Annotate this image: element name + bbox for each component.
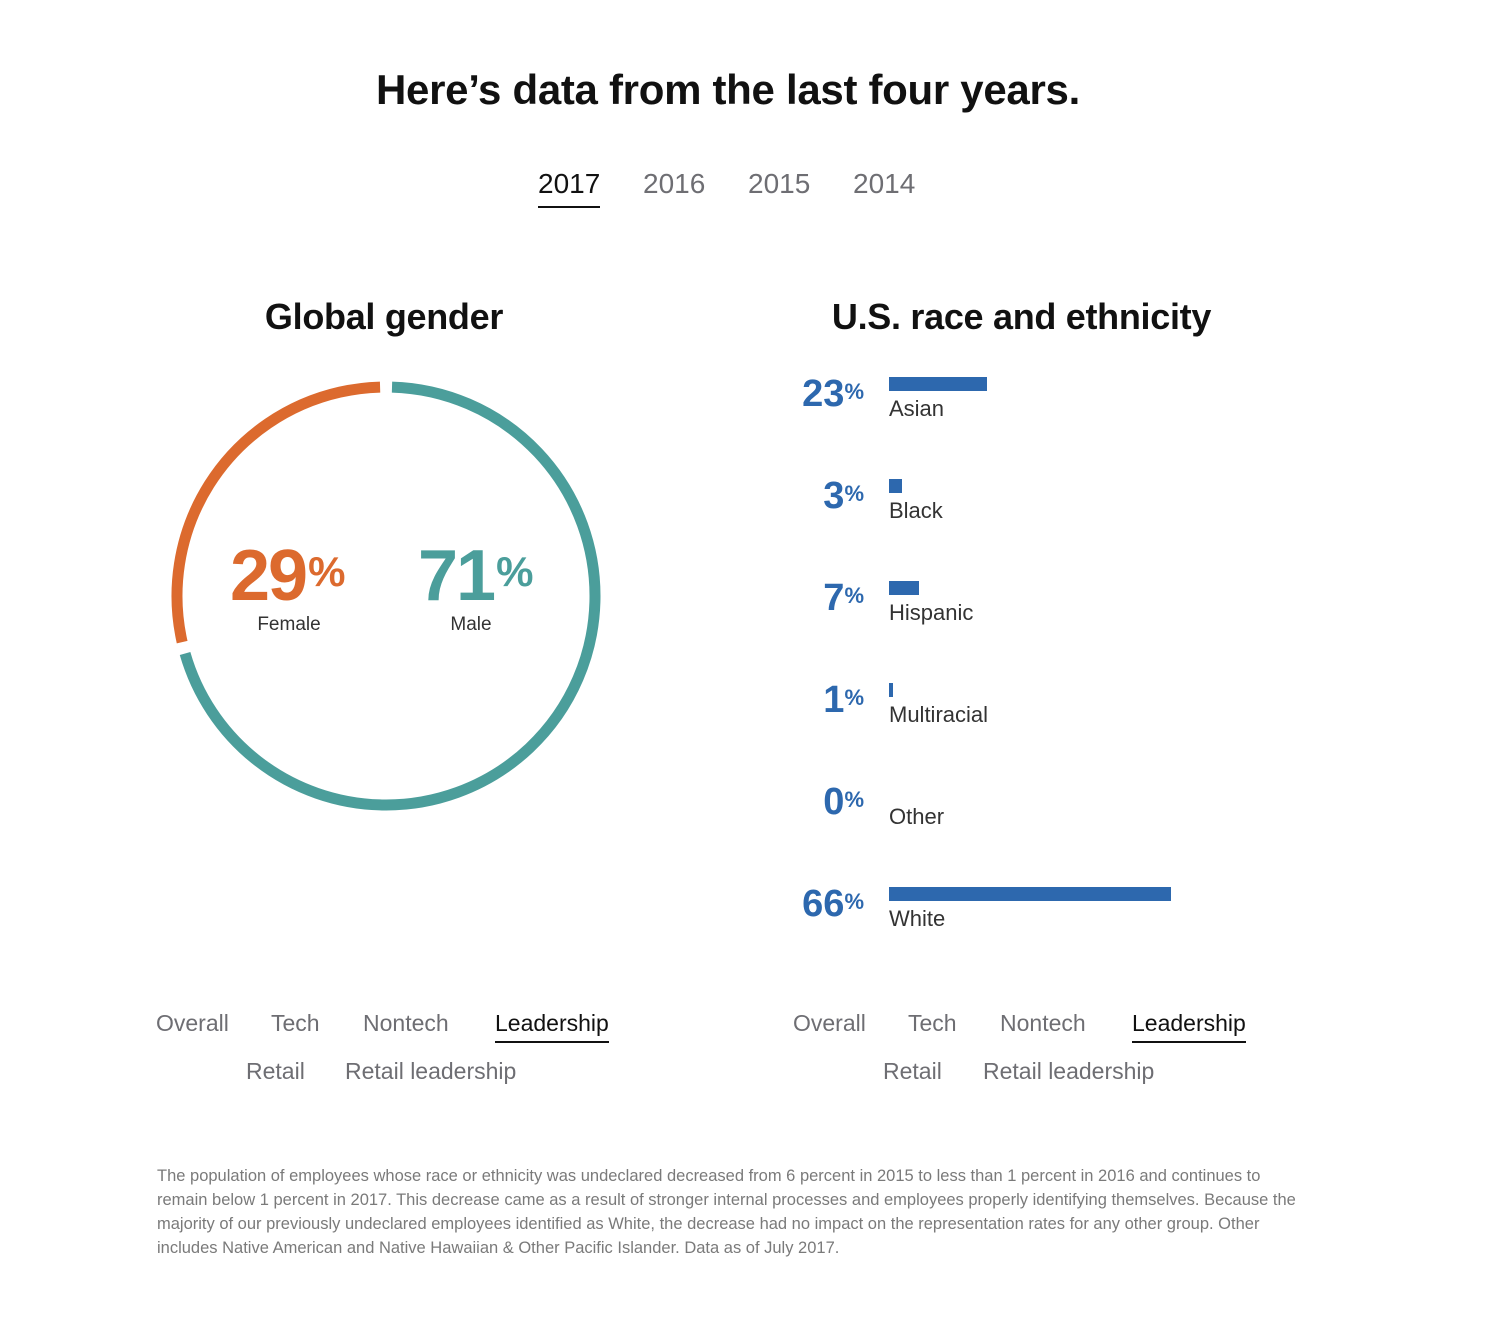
gender-tab-overall[interactable]: Overall xyxy=(156,1010,229,1036)
year-tab-2014[interactable]: 2014 xyxy=(853,168,916,199)
race-bar-asian xyxy=(889,377,988,391)
gender-donut-chart xyxy=(171,381,601,811)
female-value: 29 xyxy=(230,536,308,616)
female-label: Female xyxy=(257,614,321,635)
gender-tab-nontech[interactable]: Nontech xyxy=(363,1010,449,1036)
race-section-title: U.S. race and ethnicity xyxy=(831,296,1212,337)
race-pct-hispanic: 7% xyxy=(744,578,864,618)
male-arc xyxy=(171,381,601,811)
race-bar-white xyxy=(889,887,1171,901)
race-label-hispanic: Hispanic xyxy=(889,600,974,625)
gender-tab-retail[interactable]: Retail xyxy=(246,1058,305,1084)
race-label-white: White xyxy=(889,906,946,931)
gender-section-title: Global gender xyxy=(264,296,504,337)
female-arc xyxy=(171,381,601,811)
gender-tab-leadership[interactable]: Leadership xyxy=(495,1008,609,1043)
race-bar-multiracial xyxy=(889,683,894,697)
race-bar-black xyxy=(889,479,902,493)
male-value: 71 xyxy=(418,536,496,616)
race-tab-retail-leadership[interactable]: Retail leadership xyxy=(983,1058,1155,1084)
race-pct-white: 66% xyxy=(744,884,864,924)
race-label-other: Other xyxy=(889,804,945,829)
race-value: 1 xyxy=(823,679,845,721)
male-percentage: 71% xyxy=(418,540,533,612)
race-tab-leadership[interactable]: Leadership xyxy=(1132,1008,1246,1043)
race-tab-tech[interactable]: Tech xyxy=(908,1010,957,1036)
race-pct-other: 0% xyxy=(744,782,864,822)
race-unit: % xyxy=(844,787,864,812)
race-bar-hispanic xyxy=(889,581,919,595)
race-label-asian: Asian xyxy=(889,396,945,421)
race-unit: % xyxy=(844,379,864,404)
race-value: 23 xyxy=(802,373,845,415)
race-tab-nontech[interactable]: Nontech xyxy=(1000,1010,1086,1036)
gender-tab-tech[interactable]: Tech xyxy=(271,1010,320,1036)
race-label-black: Black xyxy=(889,498,943,523)
female-unit: % xyxy=(308,548,346,595)
male-unit: % xyxy=(496,548,534,595)
race-tab-retail[interactable]: Retail xyxy=(883,1058,942,1084)
race-pct-asian: 23% xyxy=(744,374,864,414)
race-unit: % xyxy=(844,583,864,608)
page-title: Here’s data from the last four years. xyxy=(376,66,1080,113)
race-label-multiracial: Multiracial xyxy=(889,702,989,727)
race-value: 0 xyxy=(823,781,845,823)
race-unit: % xyxy=(844,685,864,710)
race-value: 66 xyxy=(802,883,845,925)
male-label: Male xyxy=(450,614,492,635)
race-pct-multiracial: 1% xyxy=(744,680,864,720)
race-value: 7 xyxy=(823,577,845,619)
year-tab-2016[interactable]: 2016 xyxy=(643,168,706,199)
footnote: The population of employees whose race o… xyxy=(157,1167,1296,1257)
year-tab-2015[interactable]: 2015 xyxy=(748,168,811,199)
race-value: 3 xyxy=(823,475,845,517)
race-pct-black: 3% xyxy=(744,476,864,516)
race-tab-overall[interactable]: Overall xyxy=(793,1010,866,1036)
race-unit: % xyxy=(844,481,864,506)
race-unit: % xyxy=(844,889,864,914)
female-percentage: 29% xyxy=(230,540,345,612)
gender-tab-retail-leadership[interactable]: Retail leadership xyxy=(345,1058,517,1084)
year-tab-2017[interactable]: 2017 xyxy=(538,166,601,208)
